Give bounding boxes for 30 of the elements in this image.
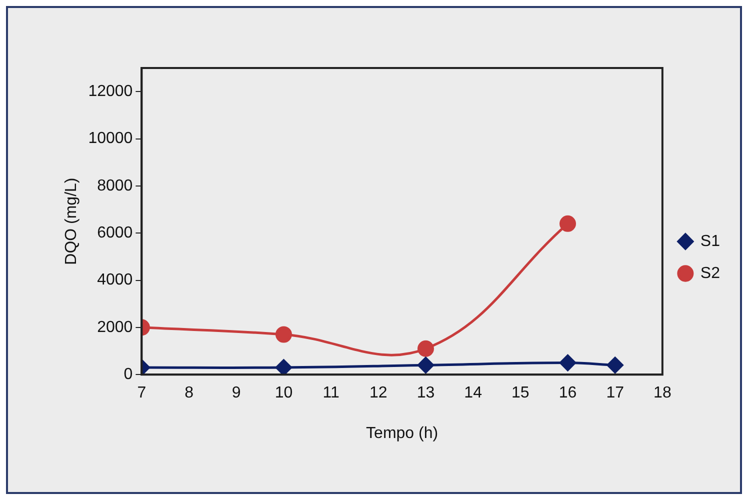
y-tick-label: 2000 [97, 318, 133, 336]
y-tick-label: 8000 [97, 177, 133, 194]
legend-label: S2 [700, 264, 720, 282]
x-tick-label: 12 [369, 384, 388, 402]
y-tick-label: 0 [124, 366, 133, 384]
x-tick-label: 18 [654, 384, 672, 402]
point [417, 356, 434, 374]
x-tick-label: 13 [416, 384, 435, 402]
x-tick-label: 8 [184, 384, 194, 402]
y-tick-label: 12000 [88, 82, 133, 100]
x-tick-label: 11 [322, 384, 340, 402]
y-tick-label: 10000 [88, 130, 133, 148]
x-axis-title: Tempo (h) [366, 424, 438, 442]
x-tick-label: 9 [232, 384, 241, 402]
point [560, 215, 576, 232]
point [275, 326, 292, 343]
y-tick-label: 6000 [97, 224, 133, 242]
x-tick-label: 7 [137, 384, 146, 402]
x-tick-label: 17 [606, 384, 624, 402]
point [606, 356, 624, 374]
point [560, 354, 576, 372]
x-tick-label: 15 [512, 384, 530, 402]
x-tick-label: 10 [274, 384, 293, 402]
point [417, 340, 434, 357]
x-tick-label: 16 [558, 384, 577, 402]
legend-label: S1 [700, 232, 720, 250]
x-tick-label: 14 [464, 384, 482, 402]
y-tick-label: 4000 [97, 272, 133, 289]
y-axis-title: DQO (mg/L) [63, 178, 80, 265]
point [275, 359, 292, 375]
